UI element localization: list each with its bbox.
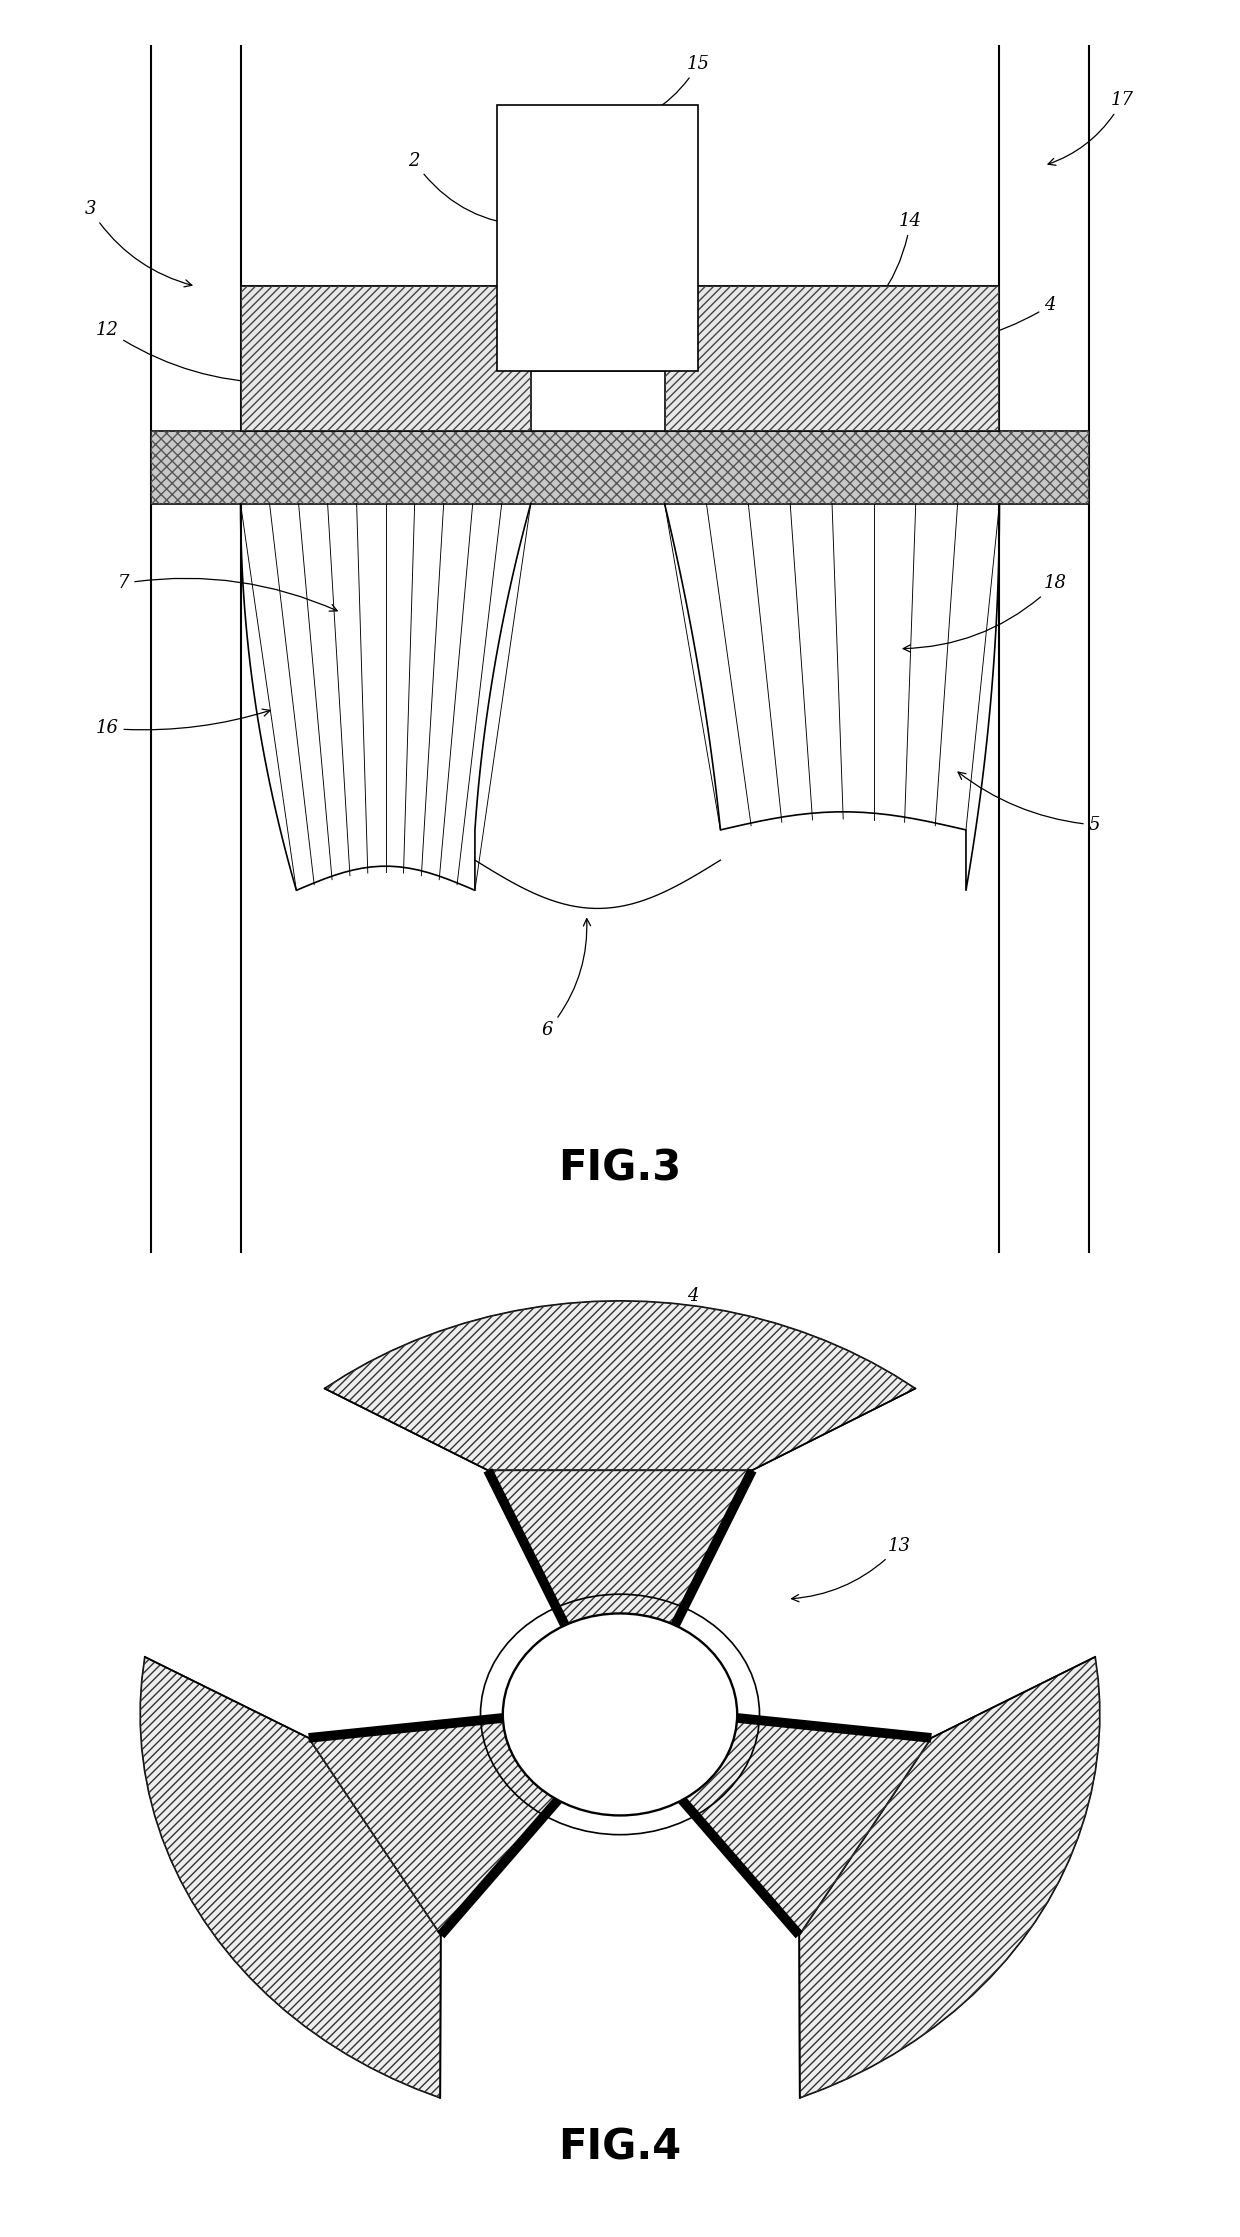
- Polygon shape: [309, 1718, 558, 1935]
- Polygon shape: [151, 432, 1089, 503]
- Polygon shape: [531, 286, 665, 371]
- Polygon shape: [800, 1658, 1100, 2098]
- Polygon shape: [665, 286, 999, 432]
- Polygon shape: [325, 1300, 915, 1470]
- Text: 16: 16: [95, 709, 270, 738]
- Text: 6: 6: [542, 919, 590, 1040]
- Circle shape: [503, 1613, 737, 1816]
- Text: FIG.3: FIG.3: [558, 1148, 682, 1190]
- Text: FIG.4: FIG.4: [558, 2127, 682, 2168]
- Text: 17: 17: [1048, 92, 1135, 166]
- Text: 15: 15: [601, 56, 711, 132]
- Polygon shape: [682, 1718, 931, 1935]
- Text: 3: 3: [84, 199, 192, 286]
- Text: 2: 2: [408, 152, 527, 228]
- Text: 18: 18: [903, 575, 1068, 651]
- Text: 7: 7: [118, 575, 337, 611]
- Text: 12: 12: [95, 320, 270, 387]
- Text: 3: 3: [713, 1736, 832, 1767]
- Text: 5: 5: [959, 772, 1100, 834]
- Text: 14: 14: [825, 213, 923, 344]
- Polygon shape: [241, 286, 999, 432]
- Text: 13: 13: [791, 1537, 911, 1602]
- Text: 4: 4: [903, 298, 1055, 351]
- Polygon shape: [489, 1470, 751, 1626]
- Polygon shape: [241, 286, 531, 432]
- Polygon shape: [497, 105, 698, 371]
- Polygon shape: [140, 1658, 440, 2098]
- Text: 4: 4: [624, 1286, 698, 1349]
